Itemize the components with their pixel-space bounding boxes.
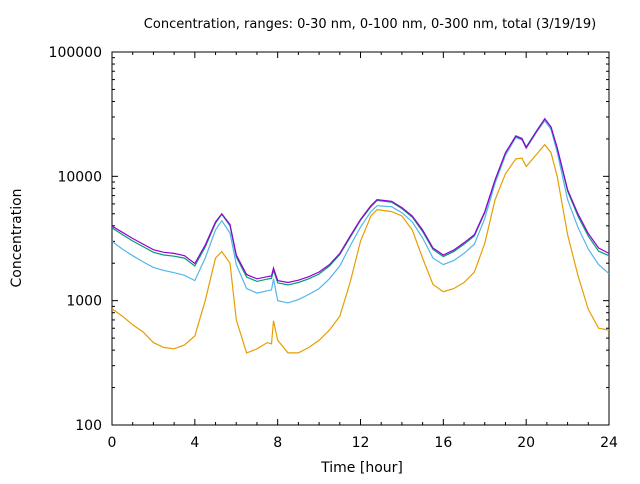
series-lines: [111, 117, 610, 354]
plot-frame: [111, 51, 610, 426]
y-axis-label: Concentration: [9, 188, 25, 287]
y-tick-label: 100000: [49, 45, 102, 61]
x-tick-label: 8: [273, 435, 282, 451]
x-tick-label: 16: [434, 435, 452, 451]
x-tick-label: 24: [600, 435, 618, 451]
series-line-0-100-nm: [111, 119, 610, 304]
x-axis: 0 4 8 12 16 20 24: [108, 52, 618, 451]
x-tick-label: 4: [190, 435, 199, 451]
y-tick-label: 100: [75, 418, 102, 434]
chart-title: Concentration, ranges: 0-30 nm, 0-100 nm…: [144, 17, 596, 32]
x-tick-label: 12: [352, 435, 370, 451]
x-tick-label: 20: [517, 435, 535, 451]
series-line-0-30-nm: [111, 143, 610, 354]
series-line-0-300-nm: [111, 117, 610, 286]
x-axis-label: Time [hour]: [320, 460, 403, 476]
series-line-total: [111, 117, 610, 284]
y-tick-label: 10000: [57, 169, 102, 185]
x-tick-label: 0: [108, 435, 117, 451]
y-tick-label: 1000: [66, 294, 102, 310]
y-axis: 100 1000 10000 100000: [49, 45, 609, 434]
